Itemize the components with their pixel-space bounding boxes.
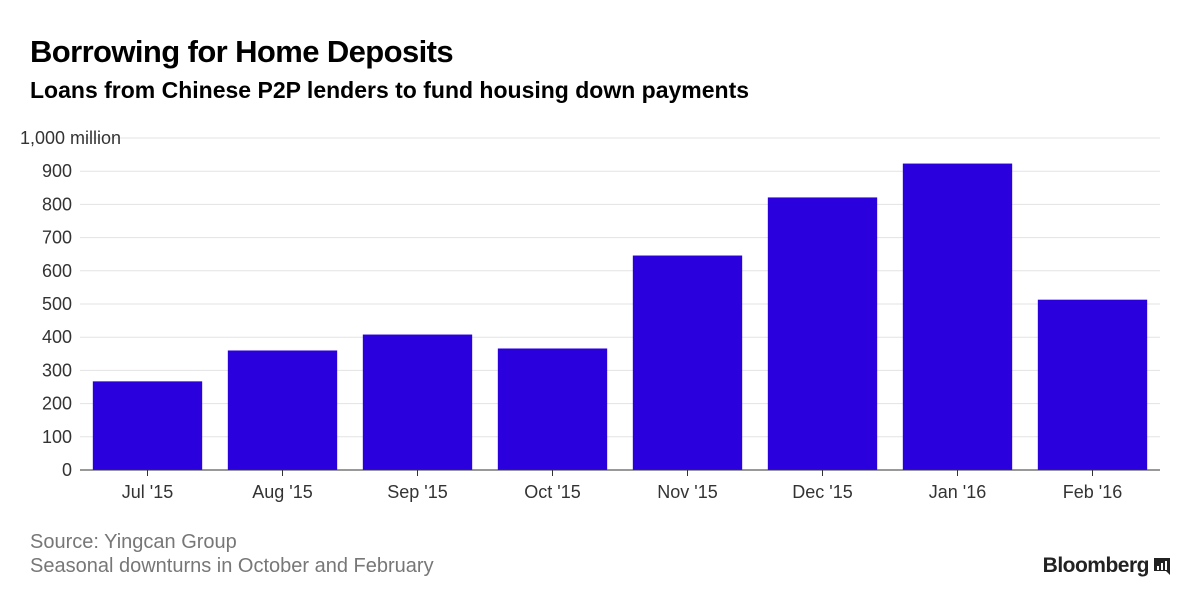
y-tick-label: 500 [42, 294, 72, 314]
brand-name: Bloomberg [1042, 554, 1150, 577]
bars [92, 163, 1148, 471]
y-tick-label: 900 [42, 161, 72, 181]
x-tick-label: Sep '15 [387, 482, 448, 502]
x-tick-label: Oct '15 [524, 482, 580, 502]
x-tick-label: Nov '15 [657, 482, 717, 502]
y-tick-label: 1,000 million [20, 128, 121, 148]
y-tick-label: 300 [42, 360, 72, 380]
footnote: Seasonal downturns in October and Februa… [30, 555, 434, 577]
x-tick-label: Jul '15 [122, 482, 173, 502]
bar [632, 255, 743, 470]
x-tick-label: Feb '16 [1063, 482, 1122, 502]
chart-subtitle: Loans from Chinese P2P lenders to fund h… [30, 77, 750, 103]
y-tick-label: 800 [42, 194, 72, 214]
y-tick-label: 600 [42, 261, 72, 281]
bar [497, 348, 608, 470]
x-axis-ticks: Jul '15 Aug '15 Sep '15 Oct '15 Nov '15 Dec '… [122, 470, 1122, 502]
bar [902, 163, 1013, 470]
bar [1037, 299, 1148, 470]
bloomberg-terminal-icon [1154, 558, 1170, 575]
y-tick-label: 200 [42, 394, 72, 414]
source-note: Source: Yingcan Group [30, 531, 237, 553]
bar [227, 350, 338, 470]
x-tick-label: Jan '16 [929, 482, 986, 502]
bar [767, 197, 878, 471]
y-tick-label: 0 [62, 460, 72, 480]
x-tick-label: Dec '15 [792, 482, 852, 502]
x-tick-label: Aug '15 [252, 482, 313, 502]
brand-logo: Bloomberg [1043, 554, 1170, 578]
chart-title: Borrowing for Home Deposits [30, 34, 454, 69]
bar [92, 381, 203, 470]
y-tick-label: 700 [42, 228, 72, 248]
bar [362, 334, 473, 470]
y-tick-label: 400 [42, 327, 72, 347]
y-axis-ticks: 0 100 200 300 400 500 600 700 800 900 1,000 millio… [20, 128, 121, 480]
y-tick-label: 100 [42, 427, 72, 447]
